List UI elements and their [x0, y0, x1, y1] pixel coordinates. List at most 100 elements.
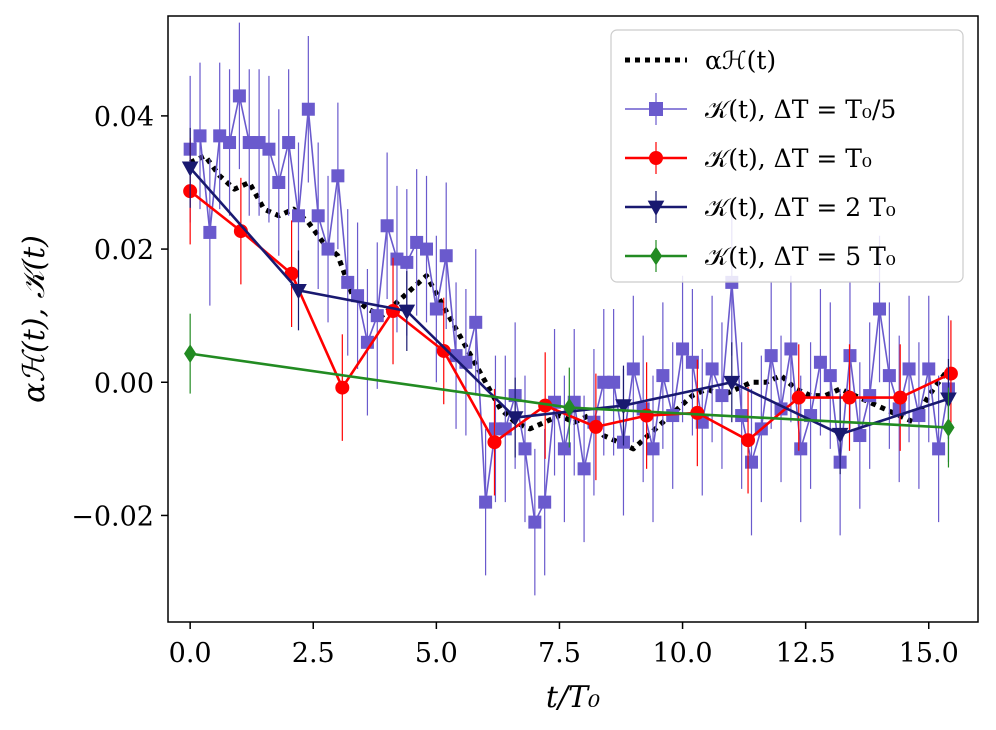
data-point — [813, 355, 827, 369]
data-point — [853, 429, 867, 443]
series-4 — [184, 313, 955, 468]
data-point — [646, 442, 660, 456]
data-point — [791, 390, 806, 405]
data-point — [943, 366, 958, 381]
data-point — [181, 161, 199, 177]
data-point — [410, 235, 424, 249]
data-point — [232, 89, 246, 103]
data-point — [577, 462, 591, 476]
data-point — [705, 362, 719, 376]
data-point — [370, 309, 384, 323]
data-point — [528, 515, 542, 529]
data-point — [893, 390, 908, 405]
data-point — [656, 369, 670, 383]
series-line — [189, 153, 951, 452]
axes-layer: 0.0 2.5 5.0 7.5 10.0 12.5 15.0 −0.02 0.00 0.02 0.0… — [71, 102, 959, 669]
data-point — [398, 304, 416, 320]
data-point — [272, 175, 286, 189]
y-tick-label: 0.02 — [94, 235, 154, 266]
x-tick-label: 15.0 — [899, 638, 959, 669]
data-point — [715, 389, 729, 403]
data-point — [932, 442, 946, 456]
data-point — [223, 136, 237, 150]
series-layer — [181, 22, 958, 596]
legend-marker — [649, 102, 663, 116]
data-point — [341, 275, 355, 289]
data-point — [321, 242, 335, 256]
data-point — [863, 389, 877, 403]
data-point — [469, 315, 483, 329]
x-tick-label: 7.5 — [538, 638, 581, 669]
data-point — [400, 255, 414, 269]
data-point — [794, 442, 808, 456]
legend-entry: 𝒦(t), ΔT = T₀/5 — [625, 93, 896, 125]
data-point — [184, 344, 197, 363]
series-line — [189, 190, 952, 444]
legend-label: 𝒦(t), ΔT = 5 T₀ — [705, 242, 896, 271]
data-point — [764, 349, 778, 363]
legend-label: 𝒦(t), ΔT = T₀ — [705, 144, 872, 173]
y-axis-label: αℋ(t), 𝒦(t) — [17, 235, 52, 403]
x-axis-label: t/T₀ — [546, 680, 600, 715]
data-point — [436, 343, 451, 358]
data-point — [615, 399, 632, 415]
series-2 — [183, 137, 958, 496]
plot-frame — [167, 15, 979, 623]
x-tick-label: 5.0 — [415, 638, 458, 669]
y-tick-label: 0.04 — [94, 102, 154, 133]
data-point — [942, 418, 955, 437]
legend-entry: 𝒦(t), ΔT = 5 T₀ — [625, 240, 896, 272]
data-point — [282, 136, 296, 150]
legend-label: αℋ(t) — [705, 46, 776, 75]
data-point — [784, 342, 798, 356]
legend-label: 𝒦(t), ΔT = T₀/5 — [705, 95, 896, 124]
data-point — [842, 390, 857, 405]
legend-label: 𝒦(t), ΔT = 2 T₀ — [705, 193, 896, 222]
x-tick-label: 0.0 — [169, 638, 212, 669]
data-point — [449, 349, 463, 363]
data-point — [607, 375, 621, 389]
legend-marker — [649, 151, 663, 165]
data-point — [429, 302, 443, 316]
data-point — [882, 369, 896, 383]
legend-marker — [647, 200, 665, 216]
data-point — [723, 375, 741, 392]
data-point — [902, 362, 916, 376]
data-point — [193, 129, 207, 143]
data-point — [588, 419, 603, 434]
legend: αℋ(t) 𝒦(t), ΔT = T₀/5 𝒦(t), ΔT = T₀ 𝒦(t), Δ… — [610, 29, 964, 283]
data-point — [252, 136, 266, 150]
legend-box — [610, 29, 964, 283]
legend-entry: 𝒦(t), ΔT = T₀ — [625, 142, 872, 174]
data-point — [741, 433, 756, 448]
data-point — [487, 435, 502, 450]
data-point — [685, 355, 699, 369]
data-point — [626, 362, 640, 376]
series-0 — [189, 153, 951, 452]
data-point — [506, 411, 524, 427]
data-point — [331, 169, 345, 183]
data-point — [873, 302, 887, 316]
x-tick-label: 10.0 — [652, 638, 712, 669]
data-point — [290, 284, 307, 300]
data-point — [823, 369, 837, 383]
data-point — [311, 209, 325, 223]
data-point — [301, 102, 315, 116]
data-point — [420, 242, 434, 256]
data-point — [922, 362, 936, 376]
data-point — [518, 442, 532, 456]
data-point — [538, 495, 552, 509]
y-tick-label: 0.00 — [94, 368, 154, 399]
data-point — [557, 442, 571, 456]
data-point — [563, 398, 576, 417]
legend-marker — [649, 246, 663, 266]
data-point — [262, 142, 276, 156]
data-point — [479, 495, 493, 509]
data-point — [291, 209, 305, 223]
data-point — [380, 219, 394, 233]
y-tick-label: −0.02 — [71, 501, 154, 532]
x-tick-label: 2.5 — [292, 638, 335, 669]
data-point — [744, 455, 758, 469]
x-tick-label: 12.5 — [776, 638, 836, 669]
